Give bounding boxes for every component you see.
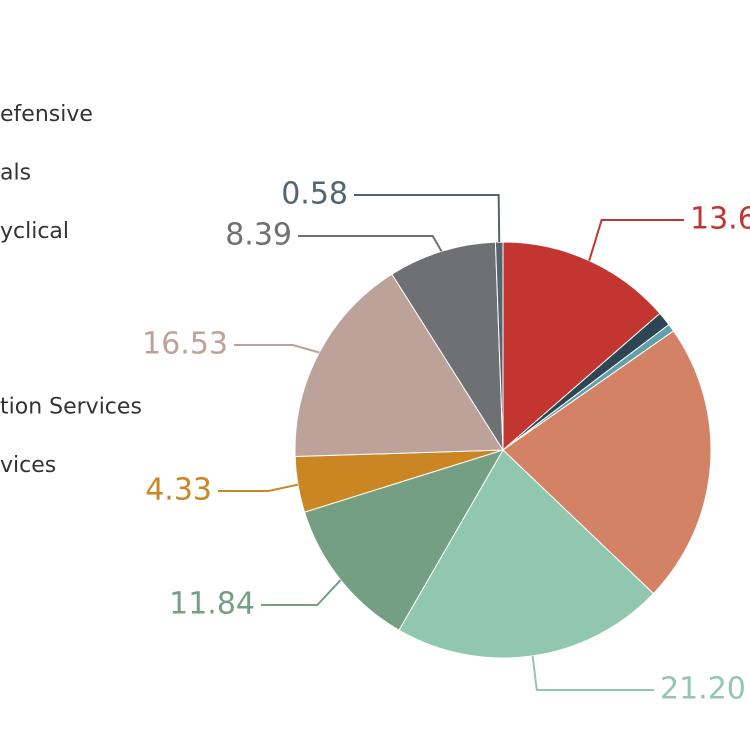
legend-text: tion Services [0, 395, 142, 420]
legend-text: als [0, 161, 31, 186]
label-line [218, 483, 299, 492]
label-line [261, 579, 342, 606]
pie-slice [398, 449, 655, 659]
value-label: 11.84 [169, 587, 255, 622]
value-label: 16.53 [142, 327, 228, 362]
label-line [298, 235, 443, 252]
legend-text: vices [0, 453, 56, 478]
value-label: 21.20 [660, 672, 746, 707]
value-label: 4.33 [145, 473, 212, 508]
pie-slice [303, 449, 505, 631]
legend-text: yclical [0, 219, 69, 244]
pie-slice [294, 273, 504, 458]
value-label: 13.6 [690, 202, 750, 237]
label-line [234, 344, 320, 354]
label-line [531, 655, 654, 691]
pie-slice [502, 330, 712, 595]
value-label: 8.39 [225, 218, 292, 253]
legend-text: efensive [0, 102, 93, 127]
pie-slice [502, 241, 661, 452]
label-line [588, 219, 684, 261]
value-label: 0.58 [281, 177, 348, 212]
label-line [354, 194, 501, 243]
